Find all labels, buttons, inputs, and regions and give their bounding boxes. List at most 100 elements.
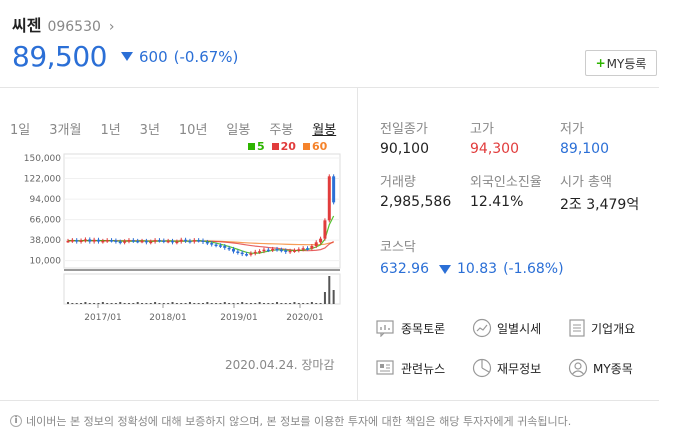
link-related-news[interactable]: 관련뉴스 <box>376 358 472 378</box>
link-label: 종목토론 <box>401 321 446 336</box>
down-arrow-icon <box>439 264 451 274</box>
tab-3y[interactable]: 3년 <box>139 123 160 138</box>
volume-bar <box>119 302 122 304</box>
stock-code: 096530 <box>47 19 101 35</box>
volume-bar <box>332 290 335 304</box>
legend-swatch <box>302 143 310 150</box>
candle-body <box>327 176 331 221</box>
stock-name[interactable]: 씨젠 <box>12 16 42 35</box>
volume-bar <box>75 303 78 304</box>
high: 고가 94,300 <box>470 118 560 157</box>
volume-bar <box>223 302 226 304</box>
tab-10y[interactable]: 10년 <box>178 123 208 138</box>
volume-bar <box>276 302 279 304</box>
candle-body <box>153 240 157 242</box>
tab-3m[interactable]: 3개월 <box>49 123 82 138</box>
candle-body <box>214 244 218 247</box>
link-label: 재무정보 <box>497 361 542 376</box>
candle-body <box>271 248 275 251</box>
candle-body <box>266 249 270 252</box>
candle-body <box>149 241 153 244</box>
my-register-button[interactable]: + MY등록 <box>585 50 657 76</box>
x-tick-label: 2017/01 <box>84 313 121 323</box>
link-company-overview[interactable]: 기업개요 <box>568 318 668 338</box>
candle-body <box>227 247 231 250</box>
high-label: 고가 <box>470 122 494 137</box>
volume-bar <box>141 303 144 304</box>
link-discussion[interactable]: 종목토론 <box>376 318 472 338</box>
chevron-right-icon[interactable]: › <box>108 19 115 35</box>
volume-bar <box>206 302 209 304</box>
prev-close: 전일종가 90,100 <box>380 118 470 157</box>
candle-body <box>144 240 148 243</box>
volume-bar <box>180 303 183 304</box>
tab-daily[interactable]: 일봉 <box>226 123 251 138</box>
volume-bar <box>101 302 104 304</box>
disclaimer: i 네이버는 본 정보의 정확성에 대해 보증하지 않으며, 본 정보를 이용한… <box>10 413 571 429</box>
price-chart[interactable]: 150,000 122,000 94,000 66,000 38,000 10,000 20… <box>0 150 357 330</box>
link-financials[interactable]: 재무정보 <box>472 358 568 378</box>
volume-bar <box>323 292 326 304</box>
volume-bar <box>193 303 196 304</box>
candle-body <box>314 242 318 246</box>
x-tick-label: 2019/01 <box>220 313 257 323</box>
link-label: 관련뉴스 <box>401 361 446 376</box>
stock-header: 씨젠 096530 › 89,500 600 (-0.67%) + MY등록 <box>12 10 662 90</box>
volume-bar <box>136 302 139 304</box>
volume-bar <box>71 303 74 304</box>
volume-bar <box>215 303 218 304</box>
legend-swatch <box>248 143 255 150</box>
candle-body <box>231 248 235 252</box>
candle-body <box>166 240 170 243</box>
volume-bar <box>306 303 309 304</box>
date-value: 2020.04.24. <box>225 358 298 372</box>
candle-body <box>323 220 327 239</box>
candle-body <box>205 241 209 244</box>
chart-date: 2020.04.24. 장마감 <box>225 356 334 373</box>
volume-bar <box>328 276 331 304</box>
period-tabs: 1일 3개월 1년 3년 10년 일봉 주봉 월봉 <box>10 119 336 138</box>
index-row: 632.96 10.83 (-1.68%) <box>380 261 564 277</box>
volume-bar <box>271 303 274 304</box>
down-arrow-icon <box>120 52 133 61</box>
bottom-divider <box>0 400 659 401</box>
tab-1y[interactable]: 1년 <box>100 123 121 138</box>
x-tick-label: 2018/01 <box>149 313 186 323</box>
candle-body <box>201 240 205 242</box>
candle-body <box>223 246 227 248</box>
x-tick-label: 2020/01 <box>286 313 323 323</box>
tab-1d[interactable]: 1일 <box>10 123 31 138</box>
candle-body <box>131 240 135 242</box>
y-tick-label: 10,000 <box>30 257 62 267</box>
volume-bar <box>310 302 313 304</box>
volume-label: 거래량 <box>380 175 416 190</box>
tab-monthly[interactable]: 월봉 <box>312 123 337 138</box>
link-my-stocks[interactable]: MY종목 <box>568 358 668 378</box>
volume-bar <box>93 303 96 304</box>
index-label: 코스닥 <box>380 240 416 255</box>
volume-bar <box>127 303 130 304</box>
link-daily-quotes[interactable]: 일별시세 <box>472 318 568 338</box>
kosdaq-index[interactable]: 코스닥 632.96 10.83 (-1.68%) <box>380 236 564 277</box>
ma-line-20 <box>67 239 334 252</box>
y-tick-label: 94,000 <box>30 195 62 205</box>
candle-body <box>262 249 266 252</box>
info-icon: i <box>10 415 22 427</box>
link-label: 일별시세 <box>497 321 542 336</box>
candle-body <box>66 240 70 243</box>
candle-body <box>75 240 79 242</box>
volume-bar <box>88 303 91 304</box>
volume-frame <box>63 273 341 305</box>
volume-bar <box>114 303 117 304</box>
volume-bar <box>249 303 252 304</box>
volume-bar <box>67 302 69 304</box>
stock-name-row[interactable]: 씨젠 096530 › <box>12 12 115 36</box>
candle-body <box>197 240 201 242</box>
ma-line-5 <box>67 215 335 254</box>
candle-body <box>301 248 305 250</box>
discussion-icon <box>376 320 394 337</box>
candle-body <box>101 240 105 243</box>
tab-weekly[interactable]: 주봉 <box>269 123 294 138</box>
y-tick-label: 38,000 <box>30 236 62 246</box>
index-change: 10.83 <box>457 261 498 277</box>
